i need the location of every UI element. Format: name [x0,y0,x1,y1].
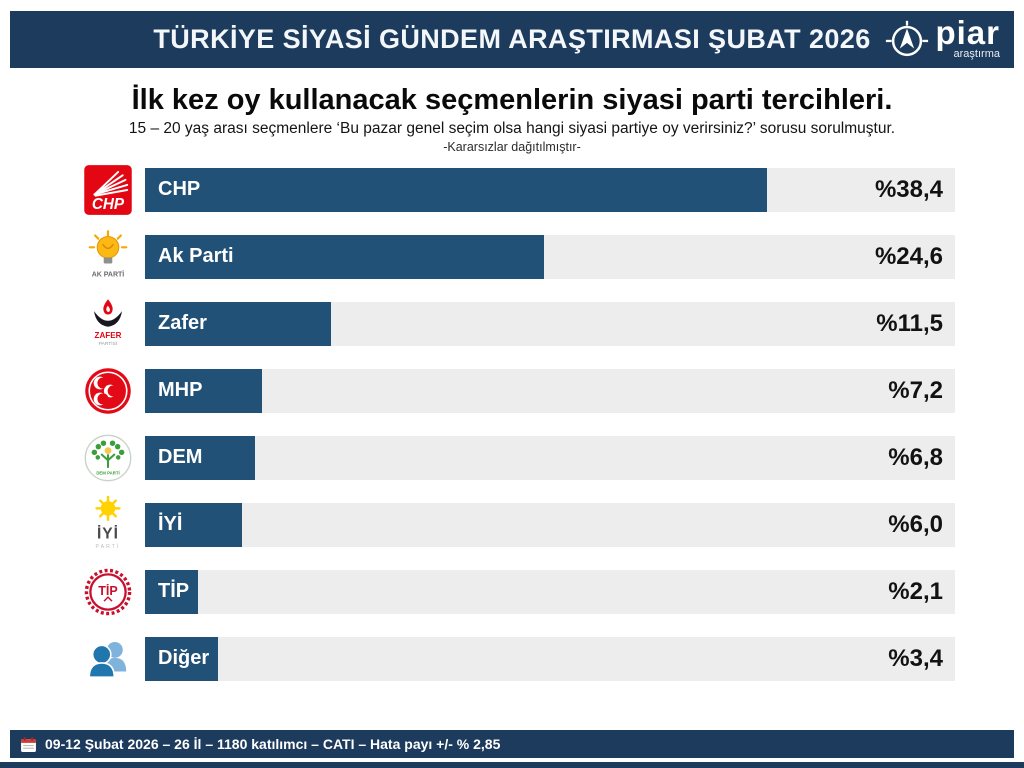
header-title: TÜRKİYE SİYASİ GÜNDEM ARAŞTIRMASI ŞUBAT … [153,24,871,54]
bar-chart: CHP CHP %38,4 [0,156,1024,692]
page-note: -Kararsızlar dağıtılmıştır- [443,140,581,154]
table-row: TİP TİP %2,1 [0,558,1024,625]
svg-text:PARTİ: PARTİ [95,542,120,549]
diger-people-icon [77,628,139,690]
bar-akparti: Ak Parti [145,234,544,279]
dem-logo-icon: DEM PARTİ [77,427,139,489]
table-row: AK PARTİ Ak Parti %24,6 [0,223,1024,290]
table-row: CHP CHP %38,4 [0,156,1024,223]
svg-text:İYİ: İYİ [97,525,119,542]
mhp-logo-icon [77,360,139,422]
bar-track: Diğer %3,4 [145,636,955,681]
bar-label: İYİ [158,513,183,535]
bar-label: Diğer [158,647,210,669]
svg-text:TİP: TİP [98,582,117,597]
brand-tagline: araştırma [953,48,1000,61]
bar-track: TİP %2,1 [145,569,955,614]
table-row: İYİ PARTİ İYİ %6,0 [0,491,1024,558]
bar-label: DEM [158,446,203,468]
bar-value: %11,5 [876,309,943,337]
bar-track: İYİ %6,0 [145,502,955,547]
header-bar: TÜRKİYE SİYASİ GÜNDEM ARAŞTIRMASI ŞUBAT … [10,11,1014,68]
bar-track: MHP %7,2 [145,368,955,413]
table-row: DEM PARTİ DEM %6,8 [0,424,1024,491]
bar-track: DEM %6,8 [145,435,955,480]
svg-text:AK PARTİ: AK PARTİ [92,270,125,278]
page-subtitle: 15 – 20 yaş arası seçmenlere ‘Bu pazar g… [128,120,896,137]
bar-track: CHP %38,4 [145,167,955,212]
bar-iyi: İYİ [145,502,243,547]
bar-diger: Diğer [145,636,219,681]
akparti-logo-icon: AK PARTİ [77,226,139,288]
table-row: ZAFER PARTİSİ Zafer %11,5 [0,290,1024,357]
bar-value: %3,4 [888,644,943,672]
footer-text: 09-12 Şubat 2026 – 26 İl – 1180 katılımc… [45,736,501,752]
bar-value: %38,4 [874,175,943,203]
piar-compass-icon [886,20,929,56]
bottom-border-strip [0,762,1024,768]
bar-label: CHP [158,178,201,200]
bar-tip: TİP [145,569,199,614]
bar-chp: CHP [145,167,768,212]
bar-value: %2,1 [888,577,943,605]
svg-text:CHP: CHP [92,196,125,213]
bar-mhp: MHP [145,368,262,413]
bar-track: Zafer %11,5 [145,301,955,346]
table-row: Diğer %3,4 [0,625,1024,692]
brand-name: piar [935,13,1000,51]
bar-label: Zafer [158,312,207,334]
calendar-icon [21,736,36,752]
bar-value: %24,6 [874,242,943,270]
footer-bar: 09-12 Şubat 2026 – 26 İl – 1180 katılımc… [10,730,1014,758]
iyi-logo-icon: İYİ PARTİ [77,494,139,556]
bar-value: %7,2 [888,376,943,404]
bar-label: Ak Parti [158,245,234,267]
zafer-logo-icon: ZAFER PARTİSİ [77,293,139,355]
svg-text:PARTİSİ: PARTİSİ [99,340,117,347]
bar-dem: DEM [145,435,256,480]
svg-text:ZAFER: ZAFER [95,331,122,340]
bar-zafer: Zafer [145,301,332,346]
table-row: MHP %7,2 [0,357,1024,424]
page-title: İlk kez oy kullanacak seçmenlerin siyasi… [131,84,893,116]
bar-value: %6,0 [888,510,943,538]
tip-logo-icon: TİP [77,561,139,623]
chp-logo-icon: CHP [77,159,139,221]
brand-logo: piar araştırma [884,15,1000,65]
bar-label: TİP [158,580,190,602]
bar-label: MHP [158,379,203,401]
brand-text: piar araştırma [935,13,1000,61]
bar-value: %6,8 [888,443,943,471]
bar-track: Ak Parti %24,6 [145,234,955,279]
svg-text:DEM PARTİ: DEM PARTİ [96,470,119,475]
